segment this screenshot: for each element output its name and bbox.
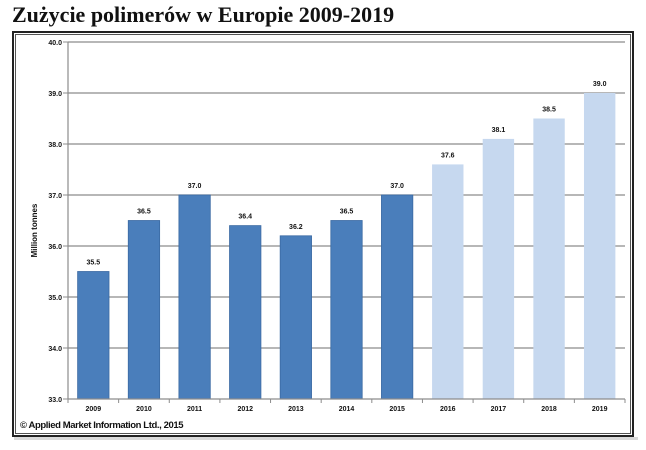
data-label: 36.4	[238, 214, 252, 221]
data-label: 37.6	[441, 152, 455, 159]
bar	[482, 138, 515, 399]
x-tick-label: 2009	[86, 406, 102, 413]
data-labels: 35.5 36.5 37.0 36.4 36.2 36.5 37.0 37.6 38.1 38.5…	[87, 81, 607, 267]
bar	[178, 194, 211, 400]
y-tick-label: 36.0	[48, 244, 62, 251]
bars	[77, 93, 616, 400]
y-tick-label: 34.0	[48, 346, 62, 353]
x-tick-label: 2013	[288, 406, 304, 413]
chart-frame	[12, 31, 634, 437]
x-tick-label: 2018	[541, 406, 557, 413]
frame-shadow	[14, 437, 638, 440]
bar	[127, 220, 161, 400]
y-tick-label: 37.0	[48, 193, 62, 200]
y-axis-label: Million tonnes	[30, 203, 39, 257]
axes: 33.0 34.0 35.0 36.0 37.0 38.0 39.0 40.0 2009 2010…	[48, 40, 626, 413]
bar	[432, 164, 464, 399]
x-tick-label: 2019	[592, 406, 608, 413]
bar	[77, 271, 110, 400]
x-tick-label: 2012	[237, 406, 253, 413]
data-label: 36.2	[289, 224, 303, 231]
page-title: Zużycie polimerów w Europie 2009-2019	[12, 2, 395, 27]
data-label: 38.1	[492, 127, 506, 134]
x-tick-label: 2015	[389, 406, 405, 413]
data-label: 35.5	[87, 260, 101, 267]
data-label: 36.5	[340, 209, 354, 216]
bar	[279, 235, 312, 400]
y-tick-label: 38.0	[48, 142, 62, 149]
chart-frame-inner	[15, 34, 631, 434]
x-tick-label: 2011	[187, 406, 202, 413]
y-tick-label: 40.0	[48, 40, 62, 47]
x-tick-label: 2017	[491, 406, 507, 413]
y-tick-label: 35.0	[48, 295, 62, 302]
data-label: 39.0	[593, 81, 607, 88]
data-label: 37.0	[188, 183, 202, 190]
bar	[583, 93, 616, 399]
y-tick-label: 33.0	[48, 397, 62, 404]
x-tick-label: 2016	[440, 406, 456, 413]
data-label: 38.5	[542, 107, 556, 114]
bar	[330, 220, 363, 400]
x-tick-label: 2014	[339, 406, 355, 413]
copyright-footer: © Applied Market Information Ltd., 2015	[20, 420, 184, 431]
bar	[381, 194, 414, 400]
bar	[533, 118, 565, 399]
data-label: 36.5	[137, 209, 151, 216]
bar	[229, 225, 262, 400]
y-tick-label: 39.0	[48, 91, 62, 98]
data-label: 37.0	[390, 183, 404, 190]
x-tick-label: 2010	[136, 406, 152, 413]
